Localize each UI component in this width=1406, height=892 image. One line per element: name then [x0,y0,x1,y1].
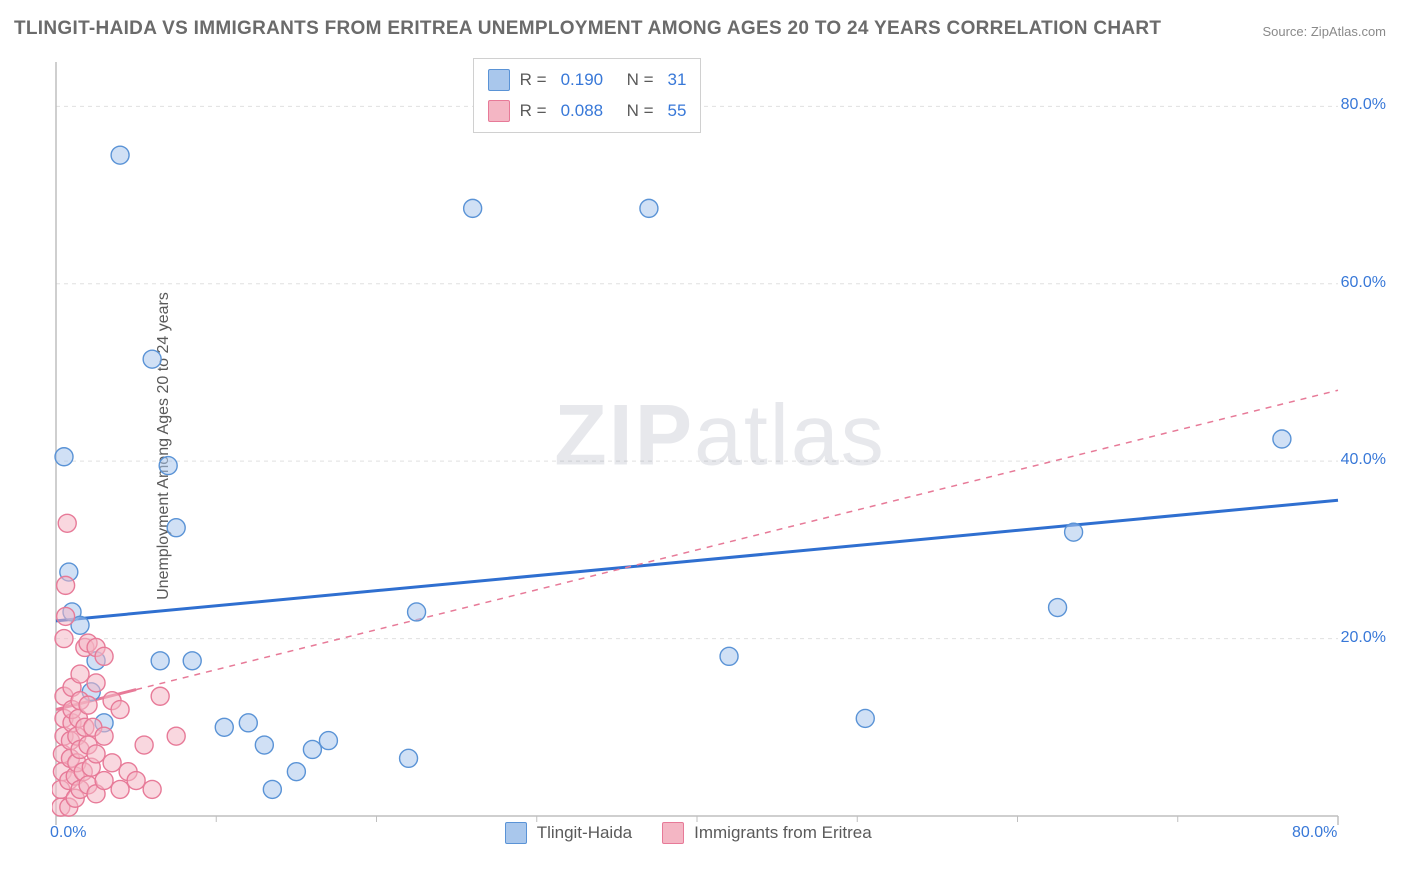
legend-swatch [662,822,684,844]
legend-swatch [505,822,527,844]
stat-r-label: R = [520,96,547,127]
y-tick-label: 80.0% [1341,96,1386,114]
legend-item: Tlingit-Haida [505,822,632,844]
bottom-legend: Tlingit-Haida Immigrants from Eritrea [505,822,872,844]
stat-r-label: R = [520,65,547,96]
legend-label: Immigrants from Eritrea [694,823,872,843]
stats-row: R = 0.190 N = 31 [488,65,687,96]
y-tick-label: 40.0% [1341,451,1386,469]
series-swatch [488,69,510,91]
chart-area: ZIPatlas R =0.190N =31R =0.088N =55 Tlin… [52,58,1388,846]
stat-r-value: 0.088 [561,96,617,127]
stat-r-value: 0.190 [561,65,617,96]
y-tick-label: 60.0% [1341,274,1386,292]
stats-legend-box: R = 0.190 N = 31 R = 0.088 N = 55 [473,58,702,133]
stat-n-value: 55 [668,96,687,127]
legend-label: Tlingit-Haida [537,823,632,843]
series-swatch [488,100,510,122]
x-tick-label: 80.0% [1292,824,1337,842]
source-label: Source: ZipAtlas.com [1262,24,1386,39]
y-tick-label: 20.0% [1341,629,1386,647]
stat-n-label: N = [627,96,654,127]
legend-item: Immigrants from Eritrea [662,822,872,844]
stats-row: R = 0.088 N = 55 [488,96,687,127]
x-tick-label: 0.0% [50,824,86,842]
stat-n-label: N = [627,65,654,96]
scatter-plot-svg [52,58,1388,846]
chart-title: TLINGIT-HAIDA VS IMMIGRANTS FROM ERITREA… [14,18,1161,40]
stat-n-value: 31 [668,65,687,96]
